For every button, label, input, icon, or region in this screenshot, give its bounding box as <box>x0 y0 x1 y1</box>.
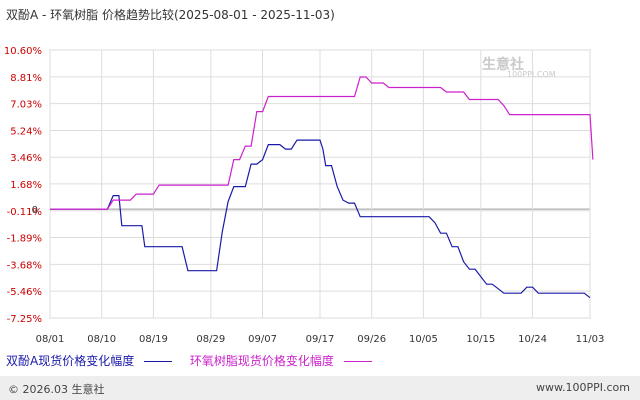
x-tick-label: 08/10 <box>87 334 116 345</box>
x-tick-label: 08/19 <box>139 334 168 345</box>
y-tick-label: 5.24% <box>10 126 42 137</box>
y-tick-label: 7.03% <box>10 100 42 111</box>
zero-label: 0 <box>32 205 38 216</box>
y-tick-label: -7.25% <box>7 314 42 325</box>
series-line-epoxy-resin <box>50 76 594 210</box>
footer-copyright: © 2026.03 生意社 <box>8 383 105 396</box>
x-tick-label: 11/03 <box>576 334 605 345</box>
y-tick-label: -1.89% <box>7 234 42 245</box>
x-tick-label: 09/07 <box>248 334 277 345</box>
x-tick-label: 09/26 <box>357 334 386 345</box>
y-tick-label: 10.60% <box>4 46 42 57</box>
y-tick-label: 1.68% <box>10 180 42 191</box>
footer-bar: © 2026.03 生意社 www.100PPI.com <box>0 376 640 400</box>
y-tick-label: -0.11% <box>7 207 42 218</box>
footer-site-link[interactable]: www.100PPI.com <box>536 381 630 394</box>
legend-swatch-series-b <box>343 361 372 362</box>
price-trend-chart: 10.60% 8.81% 7.03% 5.24% 3.46% 1.68% -0.11% -1.… <box>4 46 605 345</box>
legend: 双酚A现货价格变化幅度 环氧树脂现货价格变化幅度 <box>6 352 386 369</box>
legend-swatch-series-a <box>144 361 173 362</box>
x-tick-label: 09/17 <box>306 334 335 345</box>
x-tick-label: 10/15 <box>466 334 495 345</box>
y-tick-label: 3.46% <box>10 153 42 164</box>
legend-label-series-b: 环氧树脂现货价格变化幅度 <box>189 354 334 368</box>
watermark-sub: 100PPI.COM <box>507 70 556 79</box>
watermark-logo: 生意社 <box>482 57 524 73</box>
x-tick-label: 08/01 <box>36 334 65 345</box>
y-tick-label: 8.81% <box>10 73 42 84</box>
x-tick-label: 10/24 <box>518 334 547 345</box>
series-line-bisphenol-a <box>50 139 591 299</box>
chart-title: 双酚A - 环氧树脂 价格趋势比较(2025-08-01 - 2025-11-0… <box>6 8 335 22</box>
y-tick-label: -3.68% <box>7 260 42 271</box>
legend-label-series-a: 双酚A现货价格变化幅度 <box>6 354 135 368</box>
x-tick-label: 08/29 <box>196 334 225 345</box>
x-tick-label: 10/05 <box>409 334 438 345</box>
y-tick-label: -5.46% <box>7 287 42 298</box>
